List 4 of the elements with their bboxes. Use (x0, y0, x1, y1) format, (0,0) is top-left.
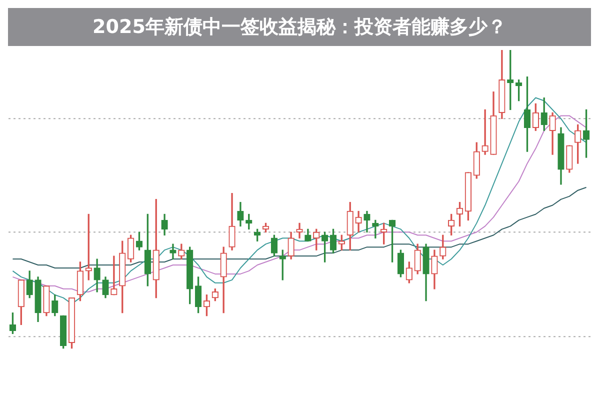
candlestick (110, 256, 118, 296)
candlestick (482, 109, 488, 155)
candlestick (296, 222, 303, 238)
chart-title: 2025年新债中一签收益揭秘：投资者能赚多少？ (8, 8, 591, 46)
